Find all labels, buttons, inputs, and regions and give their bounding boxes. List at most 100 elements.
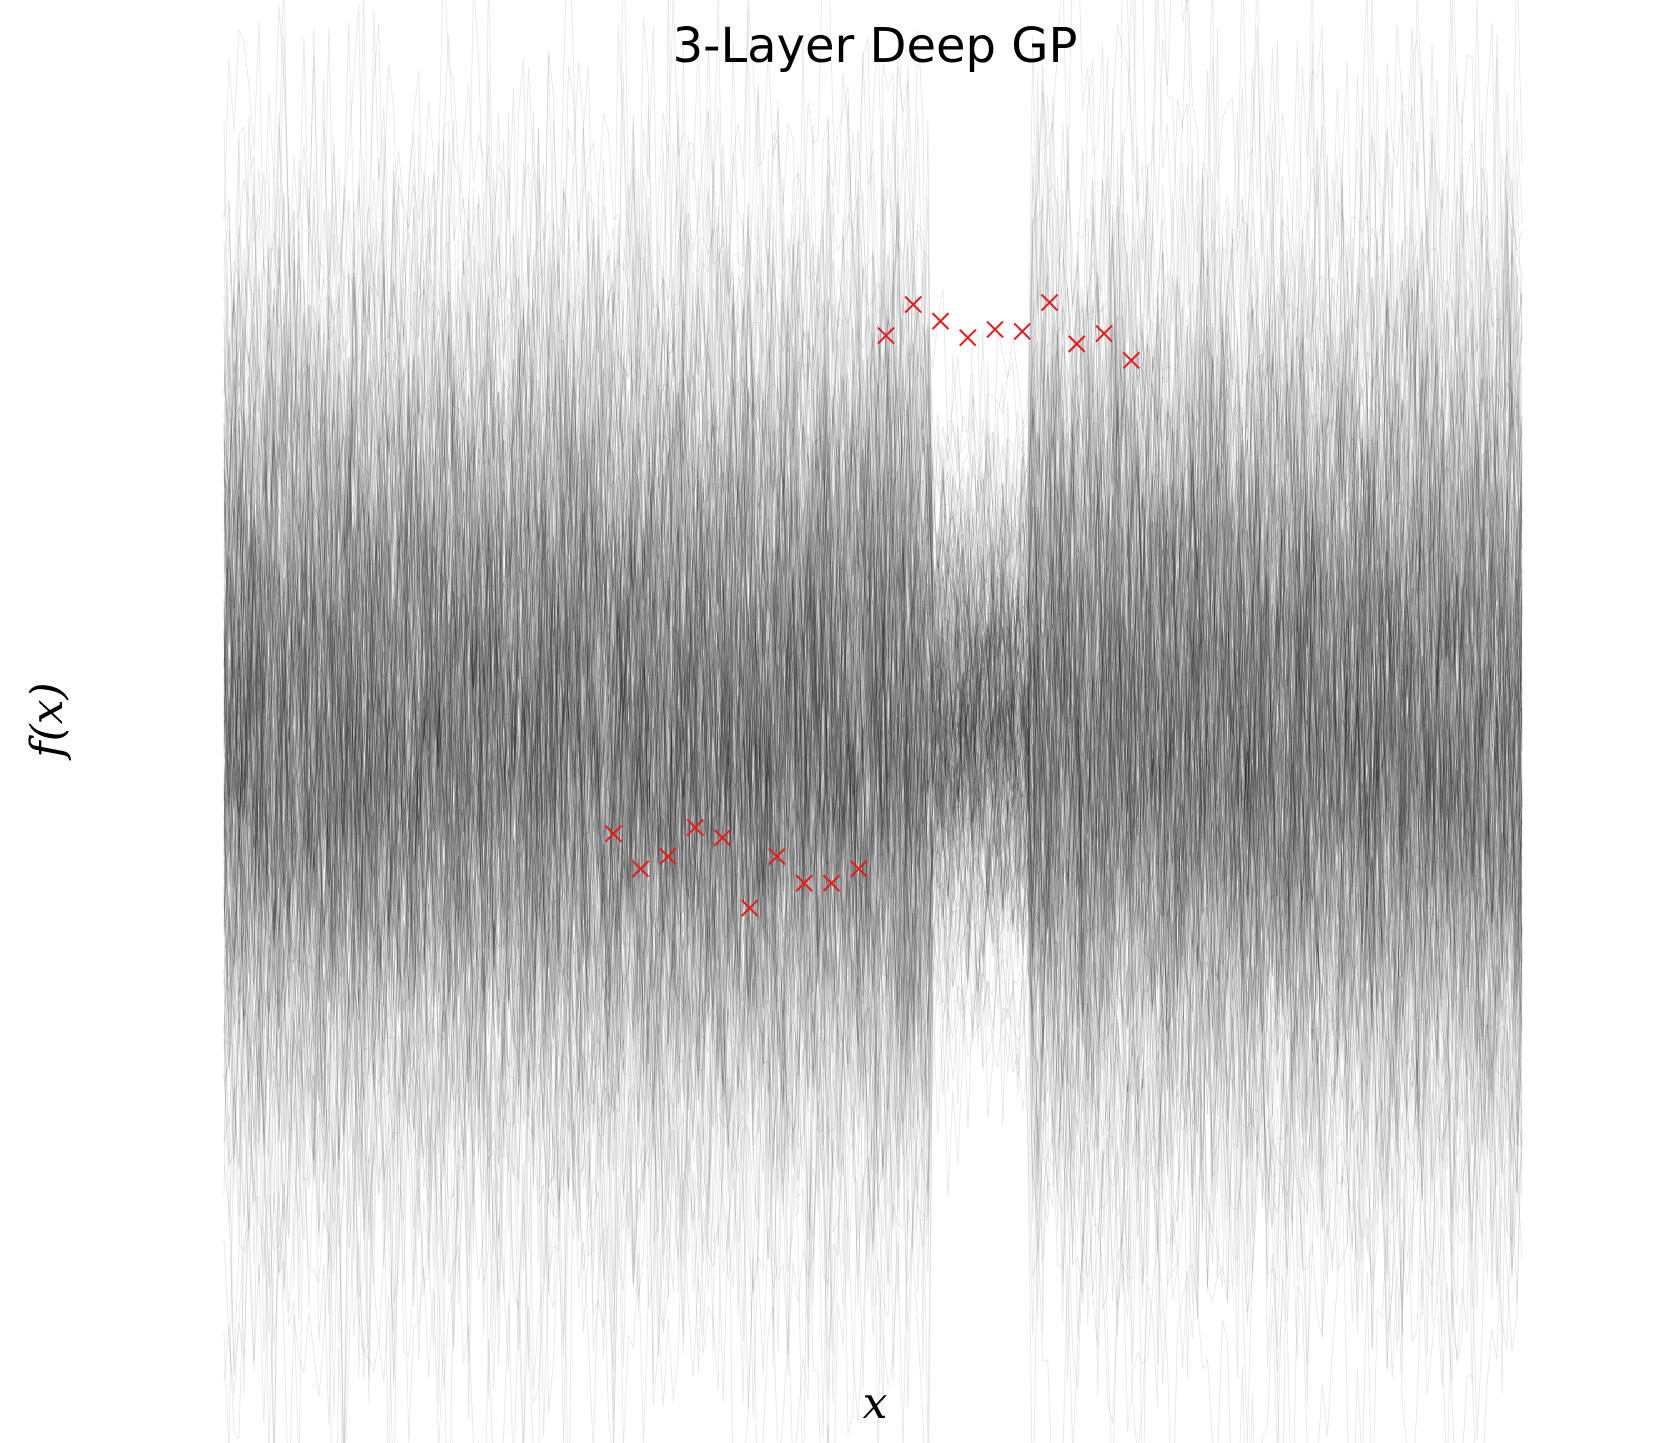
sample-line	[223, 512, 1523, 1208]
sample-line	[223, 246, 1523, 741]
sample-line	[223, 400, 1523, 1282]
sample-line	[223, 365, 1523, 1148]
sample-line	[223, 452, 1523, 782]
observation-point	[931, 312, 950, 330]
sample-line	[223, 378, 1523, 844]
sample-line	[223, 639, 1523, 1148]
sample-line	[223, 28, 1523, 864]
sample-line	[223, 859, 1523, 1250]
sample-line	[223, 327, 1523, 1007]
observation-point	[986, 320, 1004, 339]
sample-line	[223, 275, 1523, 1036]
sample-line	[223, 234, 1523, 853]
sample-line	[223, 767, 1523, 1288]
sample-line	[223, 519, 1523, 1129]
sample-line	[223, 841, 1523, 1365]
sample-line	[223, 325, 1523, 1277]
sample-line	[223, 622, 1523, 1180]
sample-line	[223, 101, 1523, 769]
sample-line	[223, 709, 1523, 1105]
sample-line	[223, 789, 1523, 1410]
sample-line	[223, 201, 1523, 984]
sample-line	[223, 746, 1523, 1109]
sample-line	[223, 0, 1523, 976]
sample-line	[223, 115, 1523, 668]
sample-line	[223, 94, 1523, 837]
sample-line	[223, 243, 1523, 803]
sample-line	[223, 174, 1523, 600]
sample-line	[223, 609, 1523, 1075]
sample-line	[223, 467, 1523, 946]
sample-line	[223, 584, 1523, 1214]
sample-line	[223, 303, 1523, 790]
sample-line	[223, 350, 1523, 1027]
sample-line	[223, 609, 1523, 993]
sample-line	[223, 371, 1523, 780]
sample-line	[223, 87, 1523, 516]
sample-line	[223, 716, 1523, 1443]
sample-line	[223, 758, 1523, 1142]
sample-line	[223, 283, 1523, 599]
sample-line	[223, 0, 1523, 587]
sample-line	[223, 566, 1523, 1012]
sample-line	[223, 244, 1523, 969]
observation-markers	[604, 293, 1141, 917]
sample-line	[223, 398, 1523, 1222]
sample-line	[223, 737, 1523, 1009]
sample-line	[223, 497, 1523, 933]
sample-line	[223, 520, 1523, 944]
sample-line	[223, 611, 1523, 1219]
sample-line	[223, 484, 1523, 1085]
sample-line	[223, 676, 1523, 1262]
sample-line	[223, 495, 1523, 830]
sample-line	[223, 0, 1523, 776]
observation-point	[713, 829, 732, 847]
observation-point	[740, 899, 759, 917]
sample-line	[223, 201, 1523, 939]
sample-line	[223, 391, 1523, 1021]
sample-line	[223, 238, 1523, 615]
sample-line	[223, 204, 1523, 1080]
sample-line	[223, 226, 1523, 1028]
sample-line	[223, 428, 1523, 1037]
sample-line	[223, 500, 1523, 885]
sample-line	[223, 348, 1523, 1027]
function-samples	[223, 0, 1523, 1443]
sample-line	[223, 237, 1523, 982]
sample-line	[223, 316, 1523, 981]
sample-line	[223, 511, 1523, 1023]
sample-line	[223, 271, 1523, 1026]
sample-line	[223, 762, 1523, 1195]
sample-line	[223, 535, 1523, 1266]
sample-line	[223, 300, 1523, 912]
x-axis-label: x	[863, 1378, 888, 1429]
sample-line	[223, 236, 1523, 1072]
sample-line	[223, 223, 1523, 731]
sample-line	[223, 302, 1523, 1152]
sample-line	[223, 303, 1523, 794]
observation-point	[959, 328, 977, 347]
sample-line	[223, 564, 1523, 991]
sample-line	[223, 268, 1523, 674]
sample-line	[223, 560, 1523, 827]
sample-line	[223, 750, 1523, 1133]
sample-line	[223, 426, 1523, 815]
sample-line	[223, 344, 1523, 1218]
sample-line	[223, 57, 1523, 743]
observation-point	[631, 860, 650, 878]
sample-line	[223, 560, 1523, 1011]
sample-line	[223, 304, 1523, 667]
sample-line	[223, 511, 1523, 988]
sample-line	[223, 567, 1523, 1091]
sample-line	[223, 366, 1523, 736]
observation-point	[877, 326, 895, 345]
sample-line	[223, 682, 1523, 1085]
sample-line	[223, 703, 1523, 1038]
sample-line	[223, 775, 1523, 1353]
sample-line	[223, 615, 1523, 903]
sample-line	[223, 338, 1523, 1180]
sample-line	[223, 513, 1523, 1019]
sample-line	[223, 767, 1523, 1115]
sample-line	[223, 536, 1523, 1232]
sample-line	[223, 462, 1523, 992]
